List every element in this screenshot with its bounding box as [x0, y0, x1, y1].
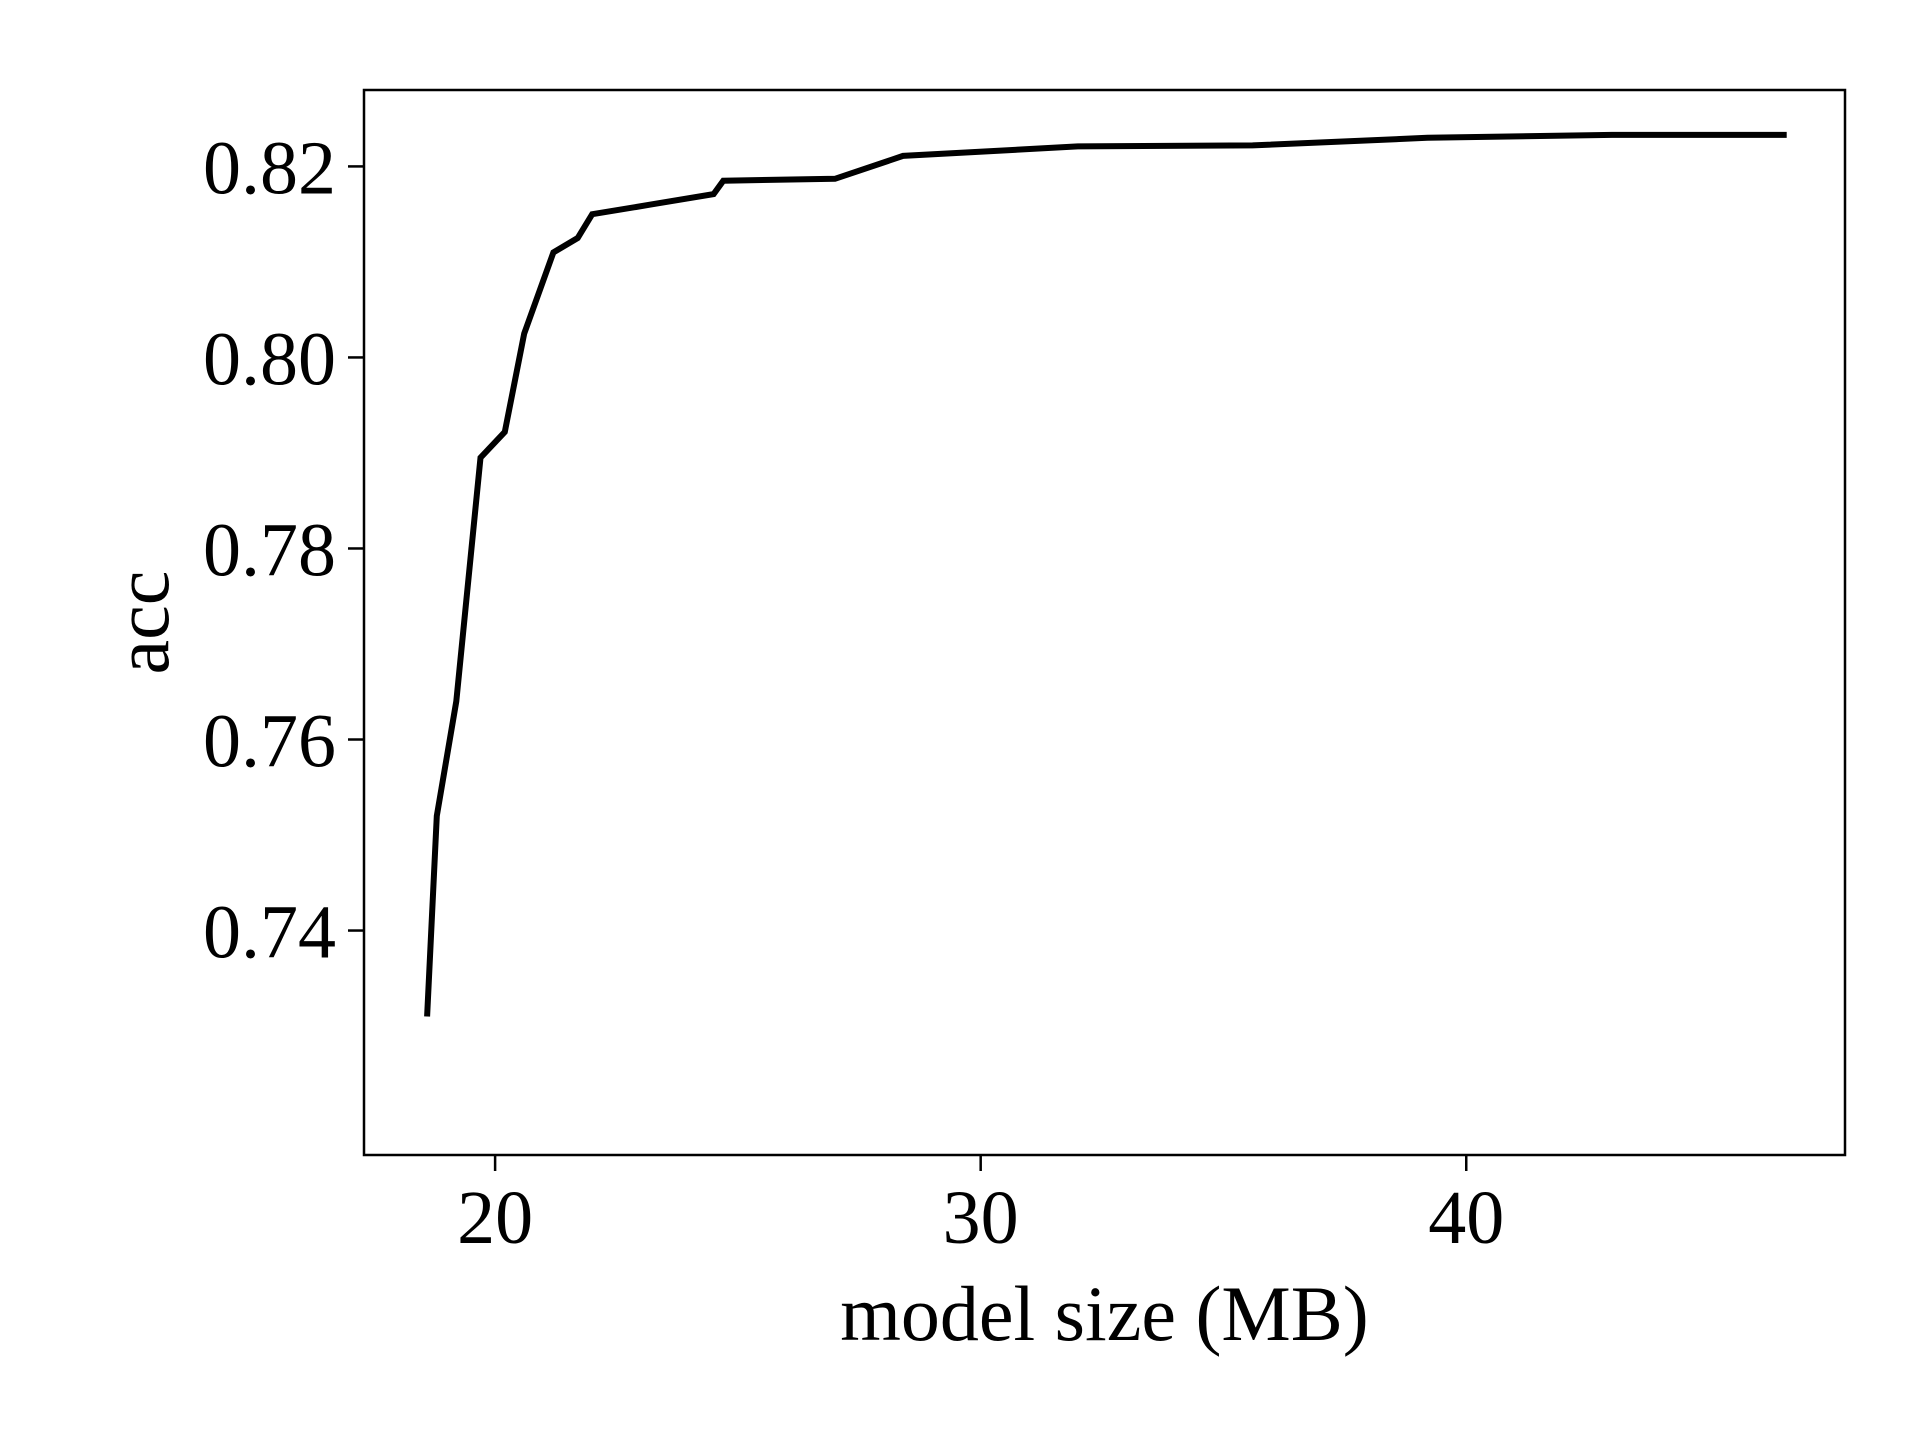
x-tick-label: 20 [457, 1176, 533, 1260]
y-tick-label: 0.80 [203, 317, 336, 401]
series-layer [424, 131, 1787, 1017]
x-tick-label: 30 [943, 1176, 1019, 1260]
y-tick-label: 0.76 [203, 700, 336, 784]
y-axis-label: acc [98, 571, 185, 675]
y-axis: 0.74 0.76 0.78 0.80 0.82 [203, 126, 364, 975]
x-tick-label: 40 [1428, 1176, 1504, 1260]
plot-area-frame [362, 88, 1847, 1157]
y-tick-label: 0.82 [203, 126, 336, 210]
x-axis: 20 30 40 [457, 1155, 1504, 1260]
y-tick-label: 0.78 [203, 508, 336, 592]
series-line-0 [424, 131, 1787, 1017]
x-axis-label: model size (MB) [840, 1270, 1369, 1357]
y-tick-label: 0.74 [203, 891, 336, 975]
